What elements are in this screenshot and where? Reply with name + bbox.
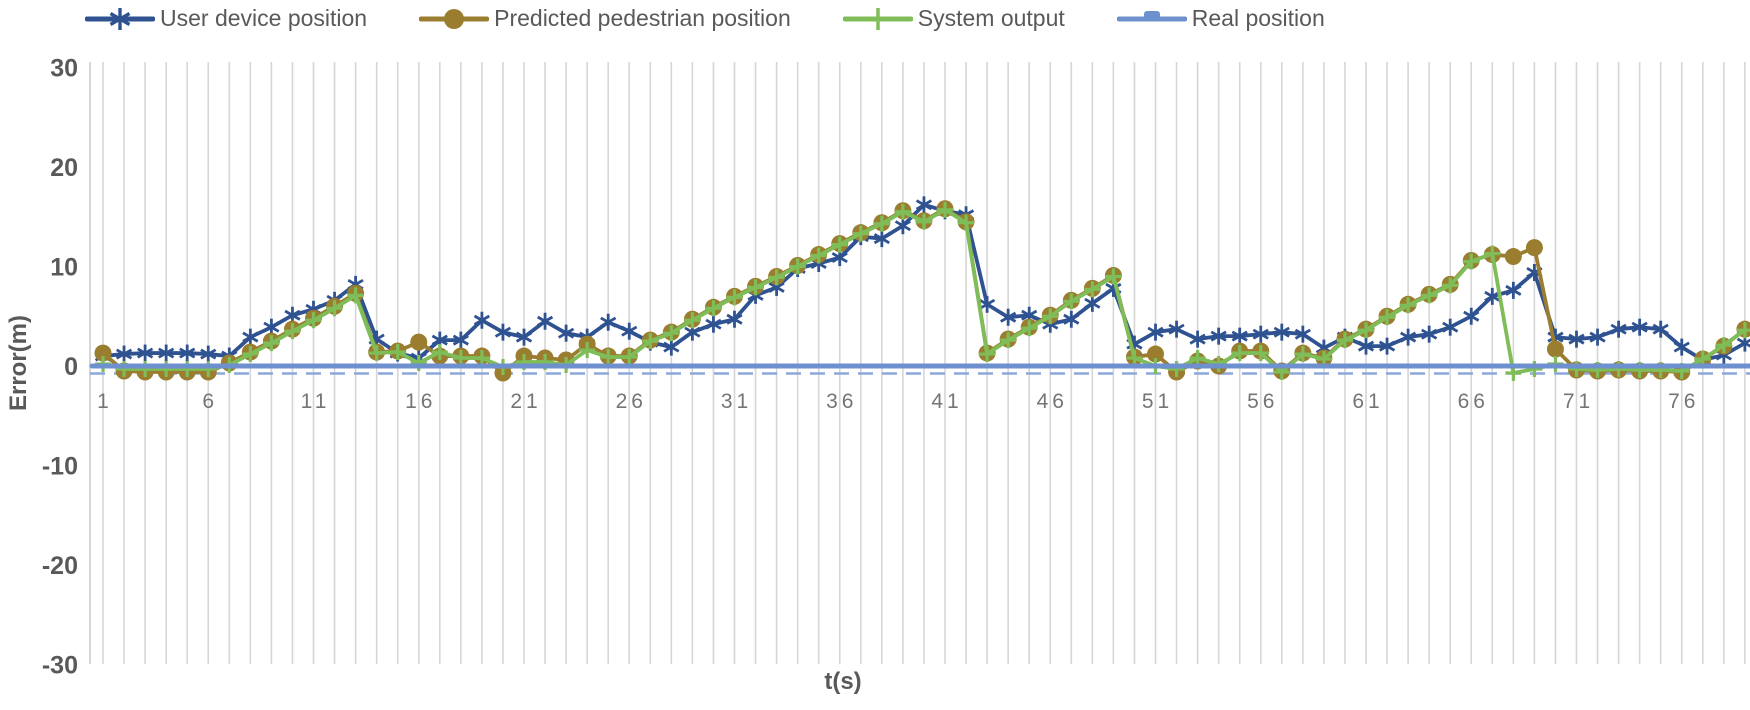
svg-text:-30: -30 xyxy=(42,652,78,680)
svg-text:30: 30 xyxy=(50,55,78,83)
real-position-legend-marker-icon xyxy=(1116,10,1187,21)
x-axis-tick-labels: 1 6 11 16 21 26 31 36 41 46 51 56 61 66 71 76 xyxy=(97,390,1699,413)
legend-item-system-output: System output xyxy=(842,5,1065,32)
legend-item-predicted-pedestrian-position: Predicted pedestrian position xyxy=(419,5,791,32)
svg-text:11: 11 xyxy=(301,390,331,413)
svg-text:-20: -20 xyxy=(42,552,78,580)
svg-text:76: 76 xyxy=(1668,390,1699,413)
legend-label: System output xyxy=(917,5,1065,31)
svg-text:26: 26 xyxy=(616,390,647,413)
svg-text:41: 41 xyxy=(931,390,962,413)
svg-text:0: 0 xyxy=(64,353,78,381)
chart-legend: User device position Predicted pedestria… xyxy=(85,5,1325,32)
svg-text:16: 16 xyxy=(405,390,436,413)
x-axis-title: t(s) xyxy=(824,668,862,695)
svg-text:71: 71 xyxy=(1563,390,1594,413)
legend-label: Predicted pedestrian position xyxy=(494,5,791,31)
svg-text:31: 31 xyxy=(721,390,752,413)
predicted-pedestrian-position-legend-marker-icon xyxy=(419,8,490,29)
svg-text:51: 51 xyxy=(1142,390,1173,413)
svg-text:21: 21 xyxy=(510,390,541,413)
series-predicted-pedestrian-position xyxy=(94,200,1750,382)
svg-text:66: 66 xyxy=(1458,390,1489,413)
svg-text:56: 56 xyxy=(1247,390,1278,413)
legend-label: Real position xyxy=(1191,5,1325,31)
svg-text:46: 46 xyxy=(1037,390,1068,413)
legend-label: User device position xyxy=(160,5,368,31)
svg-text:10: 10 xyxy=(50,254,78,282)
svg-text:6: 6 xyxy=(202,390,218,413)
y-axis-tick-labels: 30 20 10 0 -10 -20 -30 xyxy=(42,55,78,680)
svg-text:-10: -10 xyxy=(42,453,78,481)
svg-text:20: 20 xyxy=(50,154,78,182)
legend-item-user-device-position: User device position xyxy=(85,5,367,32)
svg-text:1: 1 xyxy=(97,390,113,413)
user-device-position-legend-marker-icon xyxy=(85,7,155,30)
gridlines xyxy=(89,62,1746,664)
svg-text:61: 61 xyxy=(1352,390,1383,413)
y-axis-title: Error(m) xyxy=(5,315,32,412)
svg-text:36: 36 xyxy=(826,390,857,413)
legend-item-real-position: Real position xyxy=(1116,5,1325,32)
system-output-legend-marker-icon xyxy=(842,7,913,30)
